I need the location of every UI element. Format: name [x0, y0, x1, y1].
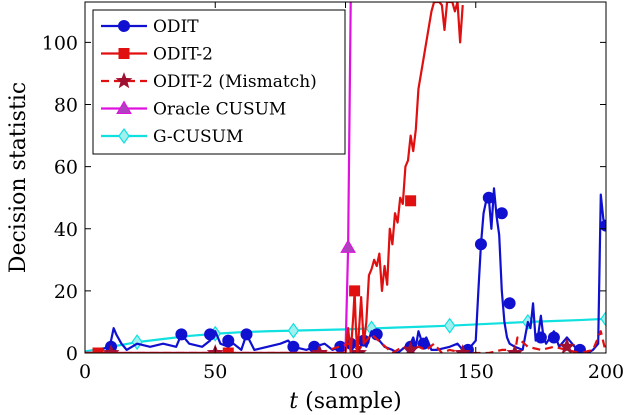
series-point-odit-2-mismatch: [558, 337, 576, 353]
series-oracle-cusum: [85, 2, 356, 353]
y-axis-title: Decision statistic: [6, 82, 31, 273]
series-point-odit-2: [349, 285, 361, 297]
legend-marker-g-cusum: [118, 127, 130, 145]
series-point-odit: [495, 207, 508, 220]
legend-marker-oracle-cusum: [116, 100, 132, 114]
legend-label-g-cusum: G-CUSUM: [153, 127, 243, 147]
series-point-odit: [573, 343, 586, 353]
series-odit: [85, 187, 606, 353]
x-tick-label: 150: [458, 361, 494, 383]
series-line-odit: [85, 187, 606, 353]
x-axis-title: t (sample): [289, 389, 401, 414]
series-point-odit-2-mismatch: [506, 344, 524, 353]
legend-marker-odit-2-mismatch: [115, 72, 133, 89]
series-point-g-cusum: [600, 310, 606, 327]
legend-label-odit-2: ODIT-2: [153, 45, 213, 65]
x-tick-label: 0: [79, 361, 91, 383]
y-tick-label: 80: [54, 95, 78, 117]
legend-label-odit-2-mismatch: ODIT-2 (Mismatch): [153, 72, 317, 92]
legend-label-oracle-cusum: Oracle CUSUM: [153, 100, 286, 120]
series-point-odit-2: [222, 347, 234, 353]
y-tick-label: 60: [54, 157, 78, 179]
legend-marker-odit-2: [118, 48, 130, 59]
series-line-odit-2: [85, 2, 464, 353]
series-point-g-cusum: [443, 317, 456, 334]
series-point-oracle-cusum: [340, 239, 356, 253]
legend-label-odit: ODIT: [153, 17, 199, 37]
series-point-g-cusum: [287, 322, 300, 339]
series-point-odit: [204, 328, 217, 341]
legend: ODIT ODIT-2 ODIT-2 (Mismatch) Oracle CUSUM G…: [92, 9, 346, 155]
y-tick-label: 0: [66, 343, 78, 365]
series-point-odit: [547, 331, 560, 344]
x-tick-label: 100: [327, 361, 363, 383]
y-tick-label: 100: [42, 32, 78, 54]
series-point-odit-2: [405, 195, 417, 207]
ticks-layer: 0 50 100 150 200 0 20 40 60 80 100: [42, 2, 624, 383]
series-point-odit: [417, 337, 430, 350]
legend-marker-odit: [118, 20, 130, 32]
x-tick-label: 50: [203, 361, 227, 383]
y-tick-label: 20: [54, 281, 78, 303]
series-point-odit: [534, 331, 547, 344]
series-point-odit-2-mismatch: [310, 344, 328, 353]
series-point-odit: [175, 328, 188, 341]
series-point-odit: [503, 297, 516, 310]
series-odit-2: [85, 2, 464, 353]
series-point-odit-2: [92, 347, 104, 353]
series-layer: [85, 2, 606, 353]
series-point-odit: [482, 191, 495, 204]
y-tick-label: 40: [54, 219, 78, 241]
series-point-odit: [222, 334, 235, 347]
series-point-odit: [287, 340, 300, 353]
series-point-odit: [474, 238, 487, 251]
series-point-odit-2-mismatch: [454, 344, 472, 353]
series-line-oracle-cusum: [85, 2, 352, 353]
series-point-odit-2-mismatch: [102, 344, 120, 353]
series-point-odit: [240, 328, 253, 341]
x-tick-label: 200: [588, 361, 624, 383]
series-point-odit-2-mismatch: [402, 340, 420, 353]
